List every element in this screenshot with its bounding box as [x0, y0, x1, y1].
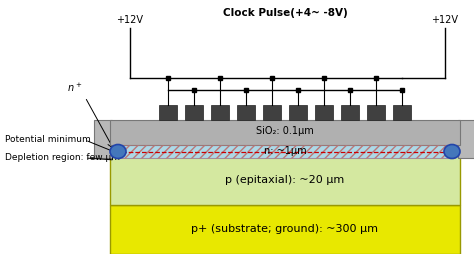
Text: p (epitaxial): ~20 μm: p (epitaxial): ~20 μm	[225, 175, 345, 185]
Bar	[367, 105, 385, 120]
Bar	[159, 105, 177, 120]
Bar	[115, 145, 455, 158]
Bar	[115, 145, 455, 158]
Text: +12V: +12V	[117, 15, 144, 25]
Text: +12V: +12V	[431, 15, 458, 25]
Bar	[94, 120, 112, 158]
Text: n: ~1μm: n: ~1μm	[264, 146, 306, 156]
Bar	[289, 105, 307, 120]
Text: SiO₂: 0.1μm: SiO₂: 0.1μm	[256, 126, 314, 136]
Text: Potential minimum: Potential minimum	[5, 135, 91, 145]
Bar	[110, 120, 460, 145]
Bar	[110, 155, 460, 205]
Text: Clock Pulse(+4~ -8V): Clock Pulse(+4~ -8V)	[223, 8, 347, 18]
Bar	[185, 105, 203, 120]
Ellipse shape	[110, 145, 126, 158]
Text: Depletion region: few μm: Depletion region: few μm	[5, 153, 120, 163]
Bar	[110, 205, 460, 254]
Text: p+ (substrate; ground): ~300 μm: p+ (substrate; ground): ~300 μm	[191, 225, 379, 234]
Ellipse shape	[444, 145, 460, 158]
Bar	[263, 105, 281, 120]
Bar	[237, 105, 255, 120]
Bar	[393, 105, 411, 120]
Bar	[341, 105, 359, 120]
Bar	[211, 105, 229, 120]
Bar	[315, 105, 333, 120]
Text: n: n	[68, 83, 74, 93]
Text: +: +	[75, 82, 81, 88]
Bar	[458, 120, 474, 158]
